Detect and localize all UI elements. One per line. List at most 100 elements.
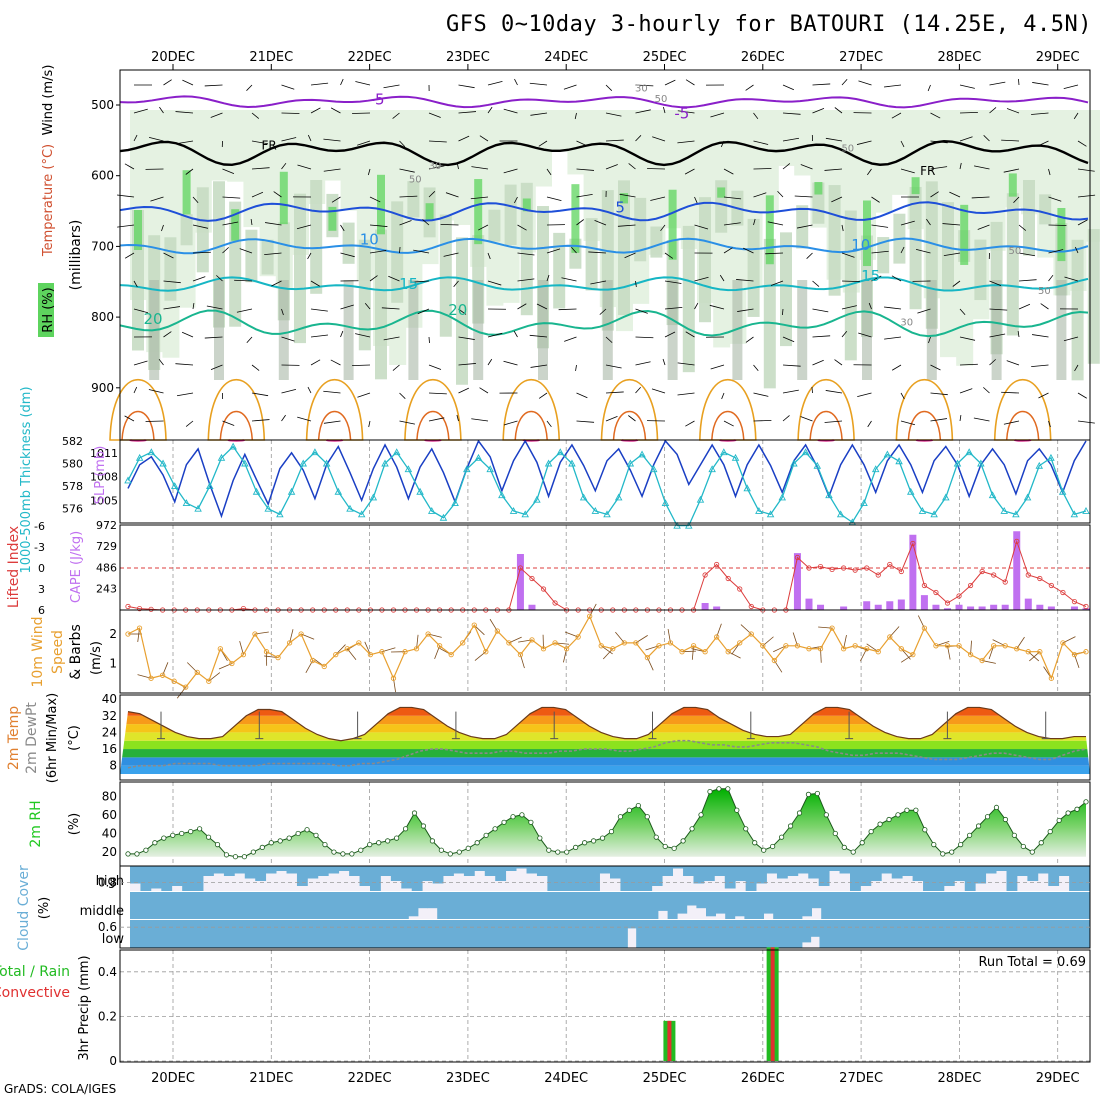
rh-marker [1020, 843, 1026, 850]
rh-mid-blob [553, 232, 566, 309]
wind-barb [1048, 168, 1051, 176]
wind-barb [1063, 84, 1079, 90]
cloud-cell [898, 920, 908, 948]
cloud-cell [975, 866, 987, 884]
wind-speed-marker [159, 672, 166, 678]
wind-barb [234, 279, 253, 282]
wind-barb [364, 302, 371, 310]
wind-barb [841, 305, 857, 310]
wind-barb [841, 252, 855, 258]
rh-marker [492, 826, 498, 832]
lifted-index-marker [817, 563, 824, 570]
hot-dome [809, 410, 843, 441]
wind-barb [296, 224, 312, 230]
cloud-cell [286, 866, 298, 874]
rh-green-blob [1057, 207, 1066, 262]
cloud-cell [590, 892, 601, 919]
cloud-cell [1013, 892, 1024, 919]
hot-dome [514, 410, 548, 441]
cloud-cell [889, 920, 899, 948]
wind-barb [192, 251, 211, 254]
cloud-cell [839, 866, 851, 874]
wind-barb [355, 81, 371, 86]
wind-barb [782, 163, 791, 170]
cloud-cell [672, 866, 684, 869]
cloud-cell [197, 892, 208, 919]
rh-marker [993, 804, 1000, 811]
cloud-cell [808, 866, 820, 879]
date-label-bottom: 22DEC [348, 1071, 392, 1086]
date-label-top: 28DEC [937, 50, 981, 65]
rh-grey-blob [473, 280, 484, 380]
wind-barb [453, 280, 459, 288]
temp-axis-title-3: (6hr Min/Max) [45, 693, 60, 783]
wind-barb [163, 79, 172, 86]
rh-marker [286, 835, 292, 841]
cloud-cell [526, 866, 538, 874]
wind-speed-marker [852, 643, 858, 649]
wind-speed-marker [1083, 649, 1089, 655]
cloud-cell [1006, 866, 1018, 891]
warm-dome [698, 379, 757, 441]
cloud-cell [994, 892, 1004, 919]
wind-barb [841, 78, 848, 86]
wind-barb [536, 303, 548, 310]
wind-barb [529, 334, 548, 338]
wind-barb [891, 275, 902, 282]
rh-marker [528, 819, 534, 825]
wind-speed-marker [171, 678, 177, 684]
wind-barb [677, 110, 695, 114]
cloud-cell [976, 920, 986, 948]
wind-barb [310, 82, 329, 86]
cloud-cell [330, 920, 340, 948]
rh-light-blob [794, 110, 812, 176]
cloud-cell [829, 866, 840, 871]
thickness-marker [509, 507, 518, 514]
wind-barb [989, 333, 1006, 338]
rh-mid-blob [877, 237, 890, 274]
wind-barb [530, 364, 548, 368]
wind-barb [428, 364, 442, 370]
temp-band [120, 724, 1090, 733]
cloud-cell [933, 866, 945, 891]
cloud-cell [766, 866, 778, 874]
cloud-cell [984, 892, 995, 919]
wind-barb [383, 336, 400, 341]
thickness-marker [825, 491, 833, 499]
cloud-cell [725, 892, 736, 919]
wind-speed-marker [448, 652, 454, 658]
wind-barb [251, 364, 260, 371]
cloud-cell [985, 920, 995, 948]
wind-barb [458, 336, 475, 340]
lifted-index-marker [725, 575, 731, 582]
rh-axis-title-1: 2m RH [28, 800, 44, 847]
cloud-cell [360, 892, 371, 919]
wind-speed-marker [402, 649, 408, 655]
wind-speed-marker [379, 649, 385, 655]
wind-barb [352, 364, 371, 366]
cloud-cell [187, 892, 198, 919]
pressure-axis-tick-label: 500 [91, 98, 114, 112]
wind-barb [340, 224, 345, 232]
cloud-cell [453, 866, 465, 874]
wind-barb [930, 364, 941, 371]
wind-barb [310, 107, 321, 114]
wind-barb [959, 112, 978, 114]
rh-marker [367, 842, 373, 848]
cloud-cell [662, 920, 672, 948]
cape-bar [920, 595, 928, 610]
cloud-cell [653, 920, 663, 948]
precip-legend-total: Total / Rain [0, 964, 70, 980]
wind-barb [971, 196, 990, 199]
cloud-cell [130, 892, 140, 919]
rh-green-blob [960, 204, 969, 265]
wind-barb [930, 140, 948, 144]
warm-dome [600, 379, 659, 441]
temp-axis-title-4: (°C) [67, 725, 82, 751]
wind-barb [664, 79, 676, 86]
cape-bar [1070, 606, 1078, 610]
cloud-cell [504, 892, 515, 919]
rh-mid-blob [488, 209, 501, 242]
wind-speed-marker [806, 646, 812, 652]
wind-barb [411, 280, 430, 283]
